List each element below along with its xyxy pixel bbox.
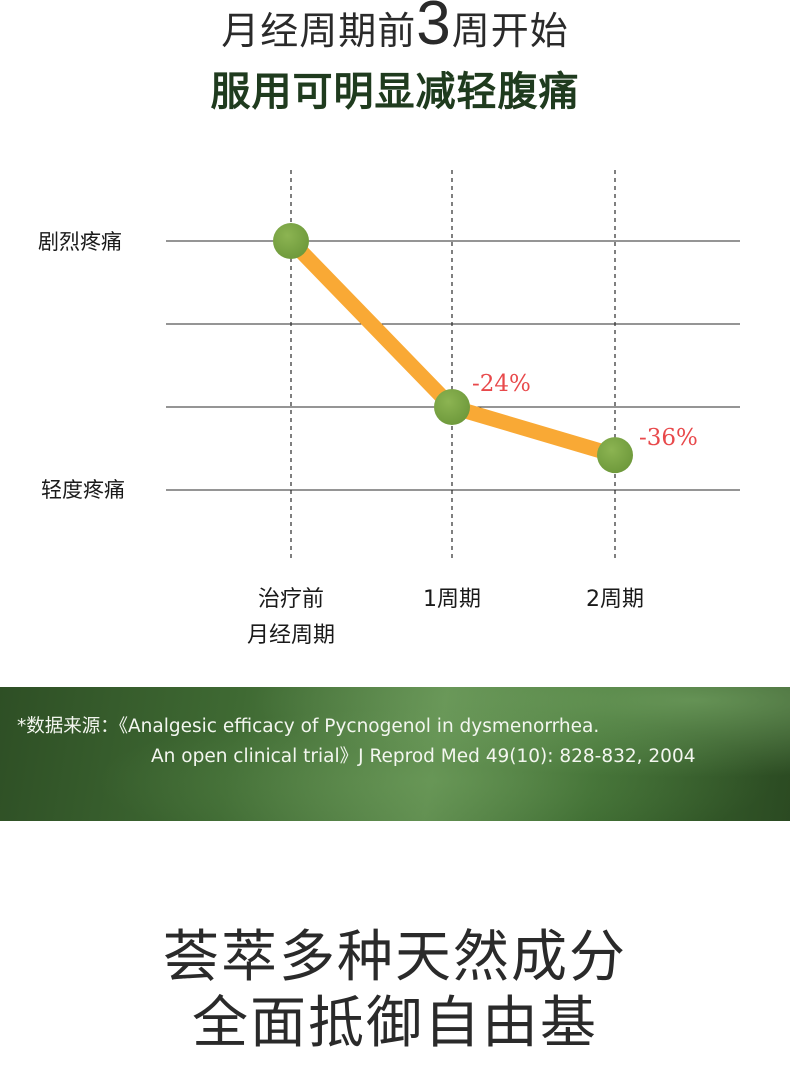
data-point-2	[597, 437, 633, 474]
x-tick-label-2-line-0: 2周期	[586, 587, 644, 612]
chart-gridlines	[166, 240, 740, 491]
data-label-1: -24%	[472, 371, 531, 397]
x-tick-label-1-line-0: 1周期	[423, 587, 481, 612]
x-tick-label-0: 治疗前月经周期	[247, 587, 335, 648]
chart-category-dashed-lines	[290, 170, 616, 560]
chart-series	[273, 223, 633, 474]
data-label-2: -36%	[639, 425, 698, 451]
headline-line-2: 服用可明显减轻腹痛	[0, 62, 790, 122]
headline-line-2-emphasis: 可明显减轻腹痛	[292, 69, 580, 115]
headline-big-number: 3	[416, 0, 452, 58]
headline-line-1-after: 周开始	[451, 9, 569, 53]
y-tick-label-bottom: 轻度疼痛	[41, 478, 125, 502]
chart-y-tick-labels: 剧烈疼痛 轻度疼痛	[38, 230, 125, 502]
x-tick-label-0-line-0: 治疗前	[258, 587, 324, 612]
footer-headline-2: 全面抵御自由基	[192, 991, 598, 1056]
data-source-line-2: An open clinical trial》J Reprod Med 49(1…	[151, 746, 696, 767]
headline-line-2-before: 服用	[210, 69, 293, 115]
data-point-0	[273, 223, 309, 259]
x-tick-label-1: 1周期	[423, 587, 481, 612]
data-point-1	[434, 389, 470, 425]
data-source-banner: *数据来源：《Analgesic efficacy of Pycnogenol …	[0, 687, 790, 821]
chart-data-labels: -24% -36%	[472, 371, 698, 451]
pain-reduction-chart: 剧烈疼痛 轻度疼痛 治疗前月经周期 1周期 2周期 -24% -36%	[38, 170, 740, 648]
x-tick-label-0-line-1: 月经周期	[247, 623, 335, 648]
headline-line-1-before: 月经周期前	[221, 9, 417, 53]
x-tick-label-2: 2周期	[586, 587, 644, 612]
y-tick-label-top: 剧烈疼痛	[38, 230, 122, 254]
headline-line-1: 月经周期前3周开始	[0, 0, 790, 60]
chart-x-tick-labels: 治疗前月经周期 1周期 2周期	[247, 587, 644, 648]
footer-headline-1: 荟萃多种天然成分	[163, 925, 627, 990]
data-source-line-1: *数据来源：《Analgesic efficacy of Pycnogenol …	[17, 716, 600, 737]
